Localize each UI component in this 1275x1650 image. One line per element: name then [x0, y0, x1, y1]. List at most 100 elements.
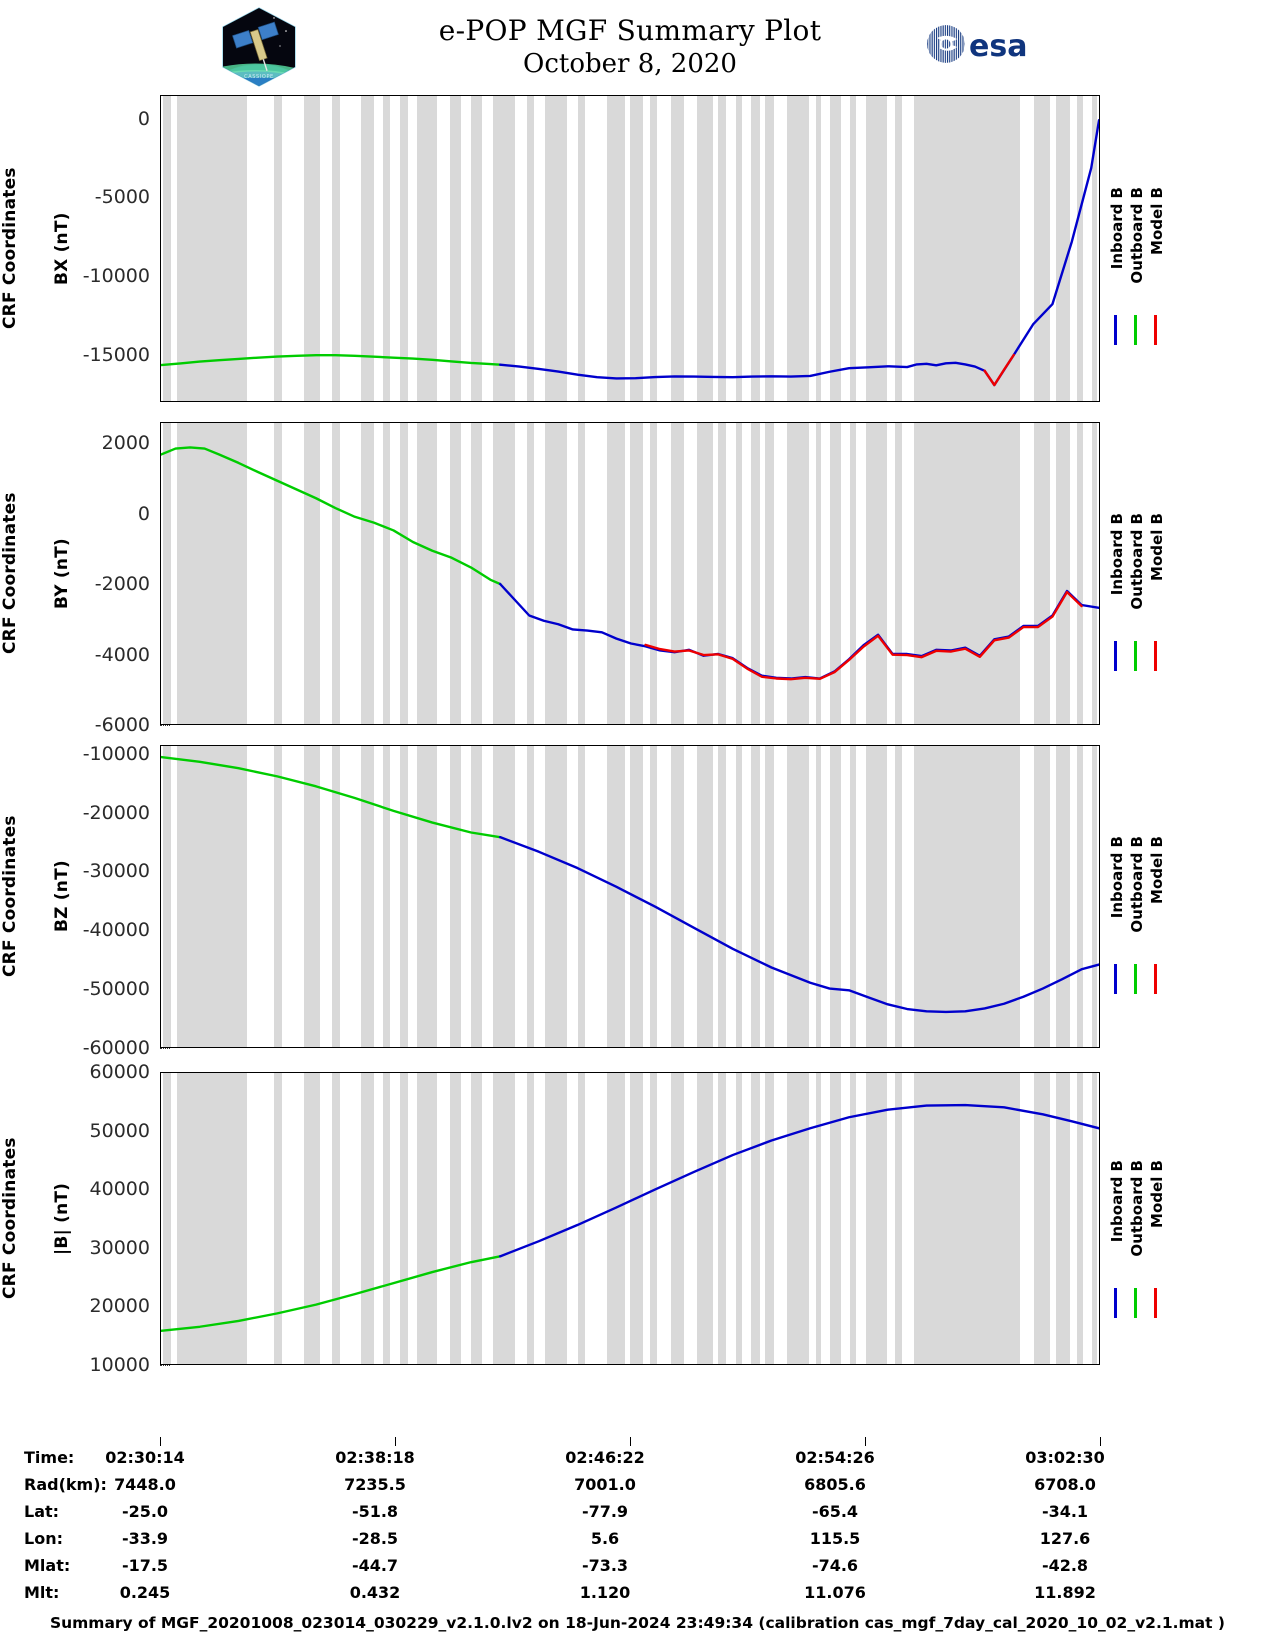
flag-band — [750, 423, 760, 724]
flag-band — [577, 423, 585, 724]
data-gap-shading — [161, 96, 1099, 401]
flag-band — [630, 423, 643, 724]
flag-band — [830, 423, 842, 724]
ephemeris-value: 11.892 — [1034, 1583, 1096, 1602]
flag-band — [786, 1073, 809, 1364]
legend-label-inboard-b: Inboard B — [1108, 835, 1126, 919]
flag-band — [750, 96, 760, 401]
ephemeris-value: -33.9 — [121, 1529, 169, 1548]
flag-band — [1091, 746, 1098, 1047]
axis-title-by: CRF Coordinates — [0, 422, 30, 725]
y-tick-label: 60000 — [89, 1061, 150, 1083]
y-tick-label: 0 — [137, 502, 150, 525]
y-tick-label: -20000 — [82, 801, 150, 824]
axis-title-bz: CRF Coordinates — [0, 745, 30, 1048]
flag-band — [545, 1073, 567, 1364]
mission-logo-caption: CASSIOPE — [244, 74, 274, 80]
flag-band — [1055, 96, 1071, 401]
flag-band — [449, 1073, 462, 1364]
flag-band — [671, 746, 685, 1047]
ephemeris-row: Lon: -33.9 -28.5 5.6 115.5 127.6 — [0, 1529, 1275, 1556]
esa-wordmark: esa — [969, 29, 1027, 64]
flag-band — [815, 423, 822, 724]
plot-panel-bx[interactable] — [160, 95, 1100, 402]
legend-label-model-b: Model B — [1148, 512, 1166, 581]
flag-band — [273, 423, 282, 724]
flag-band — [830, 746, 842, 1047]
flag-band — [1091, 96, 1098, 401]
trace-layer — [161, 119, 1099, 387]
ephemeris-value: -65.4 — [811, 1502, 859, 1521]
flag-band — [177, 423, 247, 724]
title-line-1: e-POP MGF Summary Plot — [438, 14, 822, 47]
flag-band — [914, 746, 1020, 1047]
flag-band — [577, 96, 585, 401]
flag-band — [177, 1073, 247, 1364]
flag-band — [527, 746, 535, 1047]
flag-band — [1055, 1073, 1071, 1364]
flag-band — [850, 96, 857, 401]
legend-bx: Inboard B Outboard B Model B — [1108, 187, 1188, 349]
legend-label-outboard-b: Outboard B — [1128, 187, 1146, 284]
legend-labels: Inboard B Outboard B Model B — [1108, 1160, 1188, 1280]
legend-labels: Inboard B Outboard B Model B — [1108, 513, 1188, 633]
flag-band — [786, 423, 809, 724]
flag-band — [671, 1073, 685, 1364]
legend-swatch-inboard-b — [1114, 1287, 1117, 1318]
flag-band — [696, 423, 713, 724]
legend-label-model-b: Model B — [1148, 187, 1166, 256]
flag-band — [361, 746, 374, 1047]
flag-band — [786, 96, 809, 401]
legend-bz: Inboard B Outboard B Model B — [1108, 836, 1188, 998]
ephemeris-row: Mlt: 0.245 0.432 1.120 11.076 11.892 — [0, 1583, 1275, 1610]
ephemeris-value: 7448.0 — [114, 1475, 176, 1494]
flag-band — [649, 1073, 658, 1364]
axis-title-line-2: BZ (nT) — [52, 860, 72, 933]
ephemeris-value: 0.245 — [119, 1583, 171, 1602]
flag-band — [718, 746, 726, 1047]
flag-band — [786, 746, 809, 1047]
flag-band — [606, 746, 625, 1047]
flag-band — [765, 423, 775, 724]
legend-swatch-model-b — [1154, 315, 1157, 346]
flag-band — [736, 423, 742, 724]
ephemeris-value: 115.5 — [809, 1529, 861, 1548]
plot-panel-b[interactable] — [160, 1072, 1100, 1365]
flag-band — [332, 1073, 341, 1364]
flag-band — [332, 746, 341, 1047]
flag-band — [382, 423, 391, 724]
flag-band — [850, 1073, 857, 1364]
flag-band — [1077, 746, 1083, 1047]
y-tick-label: 50000 — [89, 1119, 150, 1142]
flag-band — [162, 96, 171, 401]
plot-panel-by[interactable] — [160, 422, 1100, 725]
ephemeris-value: -28.5 — [351, 1529, 399, 1548]
legend-swatch-model-b — [1154, 640, 1157, 671]
flag-band — [606, 423, 625, 724]
ephemeris-value: -51.8 — [351, 1502, 399, 1521]
plot-panel-bz[interactable] — [160, 745, 1100, 1048]
legend-swatches — [1108, 963, 1188, 998]
series-inboard-b — [498, 1103, 1099, 1258]
legend-swatch-outboard-b — [1134, 640, 1137, 671]
flag-band — [332, 96, 341, 401]
flag-band — [718, 423, 726, 724]
ephemeris-value: -44.7 — [351, 1556, 399, 1575]
legend-swatch-outboard-b — [1134, 1287, 1137, 1318]
trace-layer — [161, 755, 1099, 1014]
ephemeris-value: -34.1 — [1041, 1502, 1089, 1521]
legend-label-outboard-b: Outboard B — [1128, 835, 1146, 933]
flag-band — [162, 1073, 171, 1364]
axis-title-line-2: BX (nT) — [52, 212, 72, 285]
flag-band — [1034, 1073, 1051, 1364]
y-tick-label: -6000 — [94, 714, 150, 736]
legend-swatches — [1108, 1287, 1188, 1322]
flag-band — [671, 423, 685, 724]
ephemeris-row-label: Rad(km): — [24, 1475, 107, 1494]
axis-title-line-1: CRF Coordinates — [0, 167, 20, 330]
flag-band — [815, 96, 822, 401]
flag-band — [736, 1073, 742, 1364]
ephemeris-value: -42.8 — [1041, 1556, 1089, 1575]
series-outboard-b — [161, 353, 502, 367]
